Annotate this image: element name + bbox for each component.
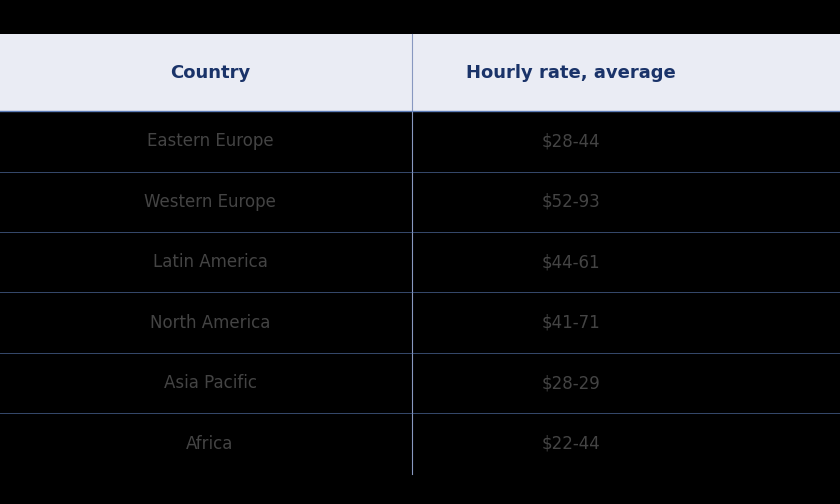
Bar	[0, 34, 840, 111]
Text: Country: Country	[170, 64, 250, 82]
Text: North America: North America	[150, 313, 270, 332]
Text: $44-61: $44-61	[542, 253, 601, 271]
Text: $52-93: $52-93	[542, 193, 601, 211]
Text: $28-44: $28-44	[542, 133, 601, 150]
Text: $28-29: $28-29	[542, 374, 601, 392]
Text: Western Europe: Western Europe	[144, 193, 276, 211]
Text: Latin America: Latin America	[153, 253, 267, 271]
Text: Hourly rate, average: Hourly rate, average	[466, 64, 676, 82]
Text: Africa: Africa	[186, 434, 234, 453]
Text: $22-44: $22-44	[542, 434, 601, 453]
Text: $41-71: $41-71	[542, 313, 601, 332]
Text: Asia Pacific: Asia Pacific	[164, 374, 256, 392]
Text: Eastern Europe: Eastern Europe	[147, 133, 273, 150]
